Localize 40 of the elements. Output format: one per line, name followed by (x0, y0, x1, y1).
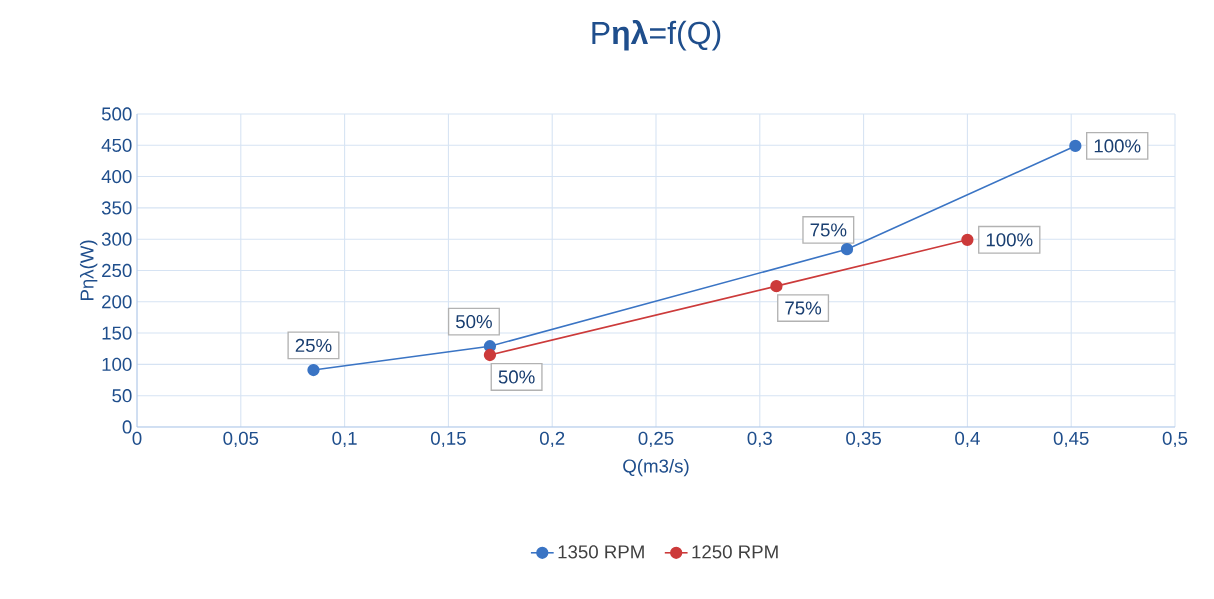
chart-title: Pηλ=f(Q) (592, 19, 721, 51)
annotation: 75% (785, 301, 822, 315)
legend-label: 1250 RPM (692, 545, 778, 559)
point (961, 233, 974, 246)
point (770, 280, 783, 293)
y-tick-label: 150 (102, 326, 132, 340)
point (1069, 139, 1082, 153)
y-tick-label: 400 (101, 169, 132, 184)
annotation: 50% (456, 315, 492, 329)
x-tick-label: 0,5 (1162, 431, 1188, 448)
y-tick-label: 300 (101, 232, 132, 246)
x-tick-label: 0,25 (638, 431, 674, 448)
point (307, 363, 320, 377)
x-tick-label: 0,1 (332, 431, 357, 448)
legend-label: 1350 RPM (558, 545, 644, 559)
annotation: 100% (1094, 139, 1141, 153)
x-tick-label: 0,15 (430, 431, 466, 448)
x-tick-label: 0,05 (223, 431, 259, 448)
y-tick-label: 100 (102, 357, 132, 371)
annotation: 25% (295, 338, 332, 353)
x-tick-label: 0,4 (955, 431, 980, 448)
point (840, 243, 854, 256)
x-tick-label: 0 (132, 431, 142, 445)
point (483, 348, 497, 362)
x-tick-label: 0,45 (1053, 431, 1089, 448)
y-tick-label: 250 (102, 263, 132, 278)
y-tick-label: 0 (122, 420, 132, 434)
annotation: 100% (986, 233, 1033, 247)
x-tick-label: 0,35 (846, 431, 881, 448)
y-tick-label: 350 (101, 201, 132, 215)
annotation: 50% (498, 370, 535, 384)
x-tick-label: 0,2 (539, 431, 565, 448)
y-tick-label: 50 (112, 389, 132, 403)
x-tick-label: 0,3 (747, 431, 772, 448)
y-axis-title: Pηλ(W) (79, 240, 98, 301)
y-tick-label: 450 (101, 138, 132, 152)
x-axis-title: Q(m3/s) (623, 458, 689, 477)
y-tick-label: 500 (101, 107, 132, 121)
y-tick-label: 200 (102, 295, 132, 309)
annotation: 75% (810, 223, 847, 237)
